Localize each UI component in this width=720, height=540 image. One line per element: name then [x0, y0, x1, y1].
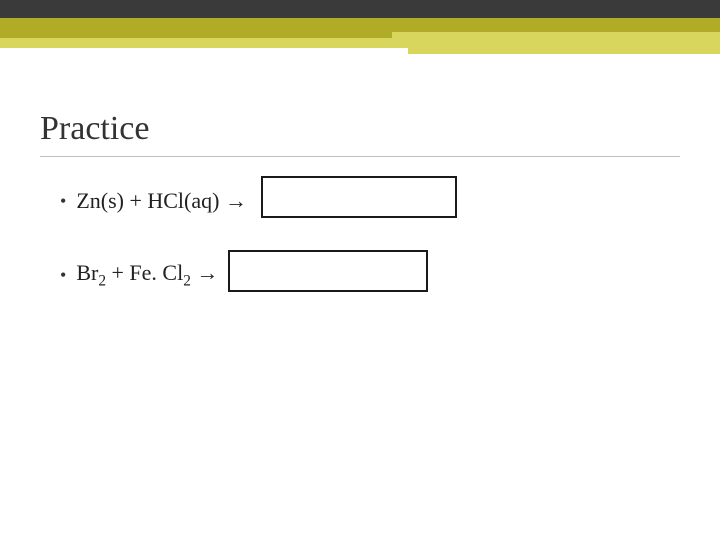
bullet-dot: •	[60, 191, 66, 212]
answer-box	[261, 176, 457, 218]
bar-light	[408, 48, 720, 54]
slide: Practice • Zn(s) + HCl(aq) → • Br2 + Fe. Cl…	[0, 0, 720, 540]
bar-light	[0, 38, 720, 48]
answer-box	[228, 250, 428, 292]
title-underline	[40, 156, 680, 157]
bullet-list: • Zn(s) + HCl(aq) → • Br2 + Fe. Cl2 →	[60, 180, 451, 328]
bullet-dot: •	[60, 265, 66, 286]
bullet-row: • Br2 + Fe. Cl2 →	[60, 254, 451, 296]
bullet-text: Br2 + Fe. Cl2 →	[76, 260, 218, 290]
bar-mid	[0, 18, 720, 32]
bullet-row: • Zn(s) + HCl(aq) →	[60, 180, 451, 222]
slide-title: Practice	[40, 110, 150, 148]
bullet-text: Zn(s) + HCl(aq) →	[76, 188, 247, 214]
bar-dark	[0, 0, 720, 18]
